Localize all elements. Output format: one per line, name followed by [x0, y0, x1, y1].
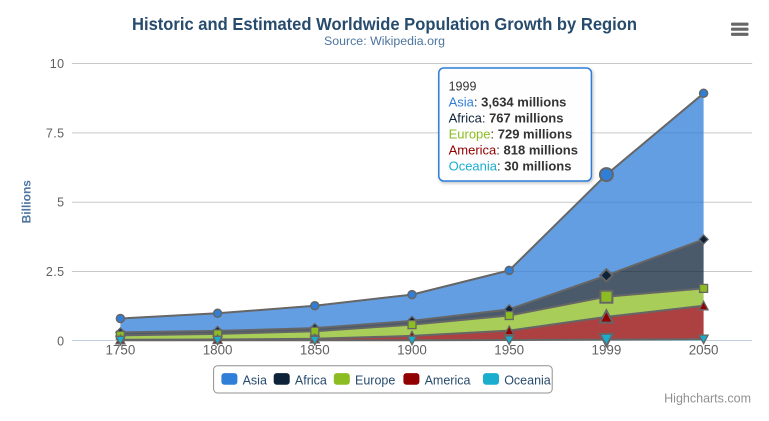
svg-text:1750: 1750: [106, 343, 136, 358]
svg-text:America: 818 millions: America: 818 millions: [449, 142, 578, 157]
svg-text:Asia: 3,634 millions: Asia: 3,634 millions: [449, 94, 567, 109]
svg-text:2.5: 2.5: [46, 265, 65, 279]
svg-text:1850: 1850: [300, 343, 330, 358]
svg-text:Africa: Africa: [295, 373, 327, 387]
svg-text:America: America: [425, 373, 471, 387]
svg-text:Historic and Estimated Worldwi: Historic and Estimated Worldwide Populat…: [132, 14, 637, 34]
svg-text:1999: 1999: [592, 343, 622, 358]
svg-text:1999: 1999: [449, 80, 477, 94]
svg-text:1900: 1900: [397, 343, 427, 358]
svg-text:2050: 2050: [689, 343, 719, 358]
svg-text:10: 10: [50, 57, 65, 71]
svg-text:Europe: 729 millions: Europe: 729 millions: [449, 126, 573, 141]
svg-text:1800: 1800: [203, 343, 233, 358]
svg-text:5: 5: [57, 196, 64, 210]
svg-text:Source: Wikipedia.org: Source: Wikipedia.org: [324, 34, 445, 48]
svg-text:0: 0: [57, 334, 64, 348]
svg-text:Oceania: Oceania: [504, 373, 551, 387]
svg-text:Europe: Europe: [355, 373, 395, 387]
svg-text:7.5: 7.5: [46, 126, 65, 140]
svg-text:Africa: 767 millions: Africa: 767 millions: [449, 110, 564, 125]
svg-text:Asia: Asia: [243, 373, 267, 387]
svg-text:Highcharts.com: Highcharts.com: [664, 392, 751, 406]
svg-text:Oceania: 30 millions: Oceania: 30 millions: [449, 158, 572, 173]
svg-text:Billions: Billions: [20, 180, 34, 224]
svg-text:1950: 1950: [494, 343, 524, 358]
